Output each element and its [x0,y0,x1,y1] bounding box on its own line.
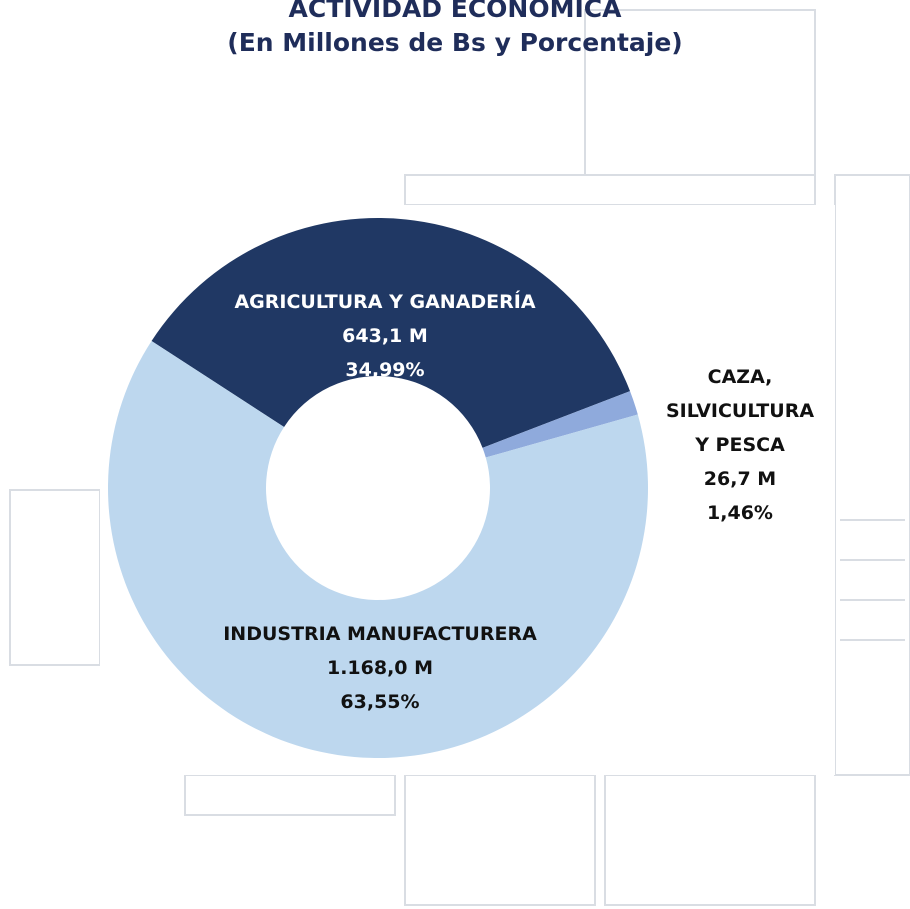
percentage-label: 63,55% [340,691,420,713]
chart-title: ACTIVIDAD ECONÓMICA [288,0,622,23]
slice-label: INDUSTRIA MANUFACTURERA 1.168,0 M 63,55% [223,617,537,719]
slice-label: CAZA, SILVICULTURA Y PESCA 26,7 M 1,46% [660,360,820,530]
chart-subtitle: (En Millones de Bs y Porcentaje) [227,28,683,57]
value-label: 643,1 M [342,325,428,347]
donut-slice [482,391,638,458]
category-label: INDUSTRIA MANUFACTURERA [223,623,537,645]
percentage-label: 1,46% [707,502,773,524]
donut-slice [107,340,648,758]
category-label: CAZA, SILVICULTURA Y PESCA [665,366,815,456]
slice-label: AGRICULTURA Y GANADERÍA 643,1 M 34,99% [234,285,535,387]
value-label: 26,7 M [703,468,777,490]
donut-slice [151,217,631,448]
value-label: 1.168,0 M [326,657,434,679]
category-label: AGRICULTURA Y GANADERÍA [234,291,536,313]
percentage-label: 34,99% [345,359,425,381]
